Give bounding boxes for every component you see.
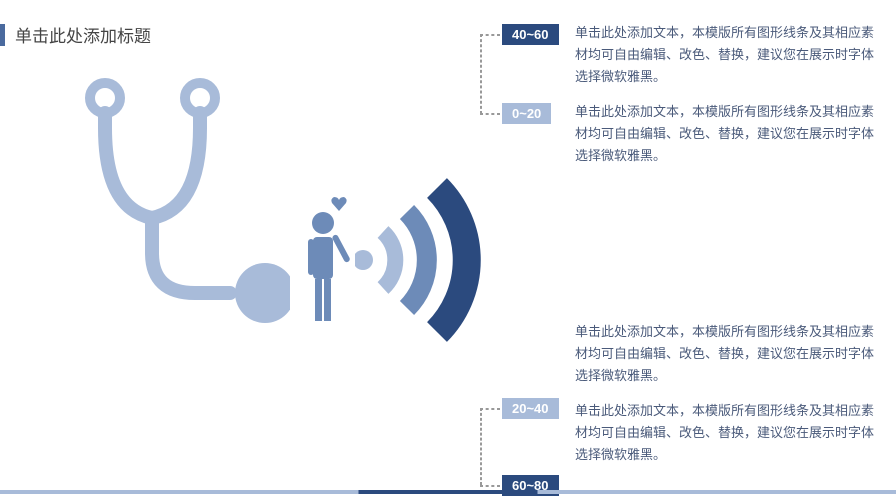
heart-icon: [330, 195, 348, 213]
range-badge: 20~40: [502, 398, 559, 419]
connector-line: [480, 408, 500, 410]
person-icon: [305, 205, 355, 325]
description-text: 单击此处添加文本，本模版所有图形线条及其相应素材均可自由编辑、改色、替换，建议您…: [575, 400, 885, 466]
stethoscope-icon: [55, 78, 290, 338]
connector-line: [480, 485, 500, 487]
footer-line: [0, 490, 896, 494]
description-text: 单击此处添加文本，本模版所有图形线条及其相应素材均可自由编辑、改色、替换，建议您…: [575, 22, 885, 88]
range-badge: 0~20: [502, 103, 551, 124]
signal-icon: [355, 170, 510, 350]
connector-line: [480, 34, 500, 36]
description-text: 单击此处添加文本，本模版所有图形线条及其相应素材均可自由编辑、改色、替换，建议您…: [575, 101, 885, 167]
title-accent: [0, 24, 5, 46]
range-badge: 40~60: [502, 24, 559, 45]
connector-line: [480, 408, 482, 485]
page-title: 单击此处添加标题: [15, 22, 151, 47]
connector-line: [480, 34, 482, 114]
description-text: 单击此处添加文本，本模版所有图形线条及其相应素材均可自由编辑、改色、替换，建议您…: [575, 321, 885, 387]
connector-line: [480, 113, 500, 115]
